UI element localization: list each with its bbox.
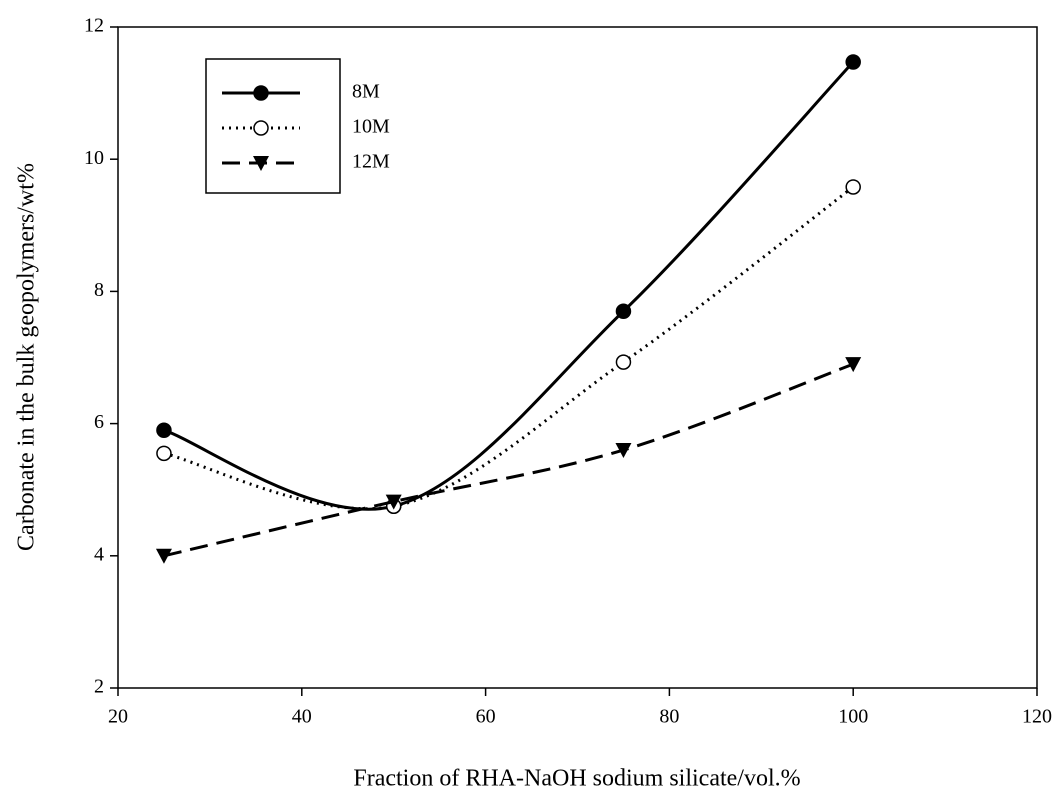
y-axis-title: Carbonate in the bulk geopolymers/wt% bbox=[14, 163, 40, 551]
y-tick-label: 12 bbox=[84, 15, 104, 37]
marker bbox=[845, 179, 861, 195]
marker bbox=[253, 85, 269, 101]
marker bbox=[845, 54, 861, 70]
y-tick-label: 8 bbox=[94, 279, 104, 301]
series-line bbox=[163, 362, 854, 558]
marker bbox=[156, 445, 172, 462]
legend-label: 10M bbox=[352, 116, 390, 138]
y-tick-label: 6 bbox=[94, 411, 104, 433]
marker bbox=[615, 303, 632, 319]
series-line bbox=[163, 61, 855, 511]
marker bbox=[615, 354, 632, 370]
x-tick-label: 100 bbox=[838, 706, 868, 728]
legend-label: 12M bbox=[352, 151, 390, 173]
x-tick-label: 40 bbox=[292, 706, 312, 728]
marker bbox=[385, 494, 402, 510]
x-axis-title: Fraction of RHA-NaOH sodium silicate/vol… bbox=[353, 766, 800, 792]
marker bbox=[155, 548, 172, 564]
y-tick-label: 4 bbox=[94, 543, 104, 565]
legend-box bbox=[205, 58, 341, 194]
marker bbox=[253, 156, 269, 171]
x-tick-label: 120 bbox=[1022, 706, 1052, 728]
series-line bbox=[163, 185, 855, 511]
x-tick-label: 20 bbox=[108, 706, 128, 728]
y-tick-label: 10 bbox=[84, 147, 104, 169]
x-tick-label: 80 bbox=[659, 706, 679, 728]
plot-frame bbox=[117, 26, 1038, 689]
y-tick-label: 2 bbox=[94, 676, 104, 698]
marker bbox=[615, 443, 632, 459]
marker bbox=[156, 422, 172, 438]
legend-label: 8M bbox=[352, 81, 380, 103]
marker bbox=[845, 357, 862, 373]
marker bbox=[253, 120, 269, 136]
x-tick-label: 60 bbox=[476, 706, 496, 728]
